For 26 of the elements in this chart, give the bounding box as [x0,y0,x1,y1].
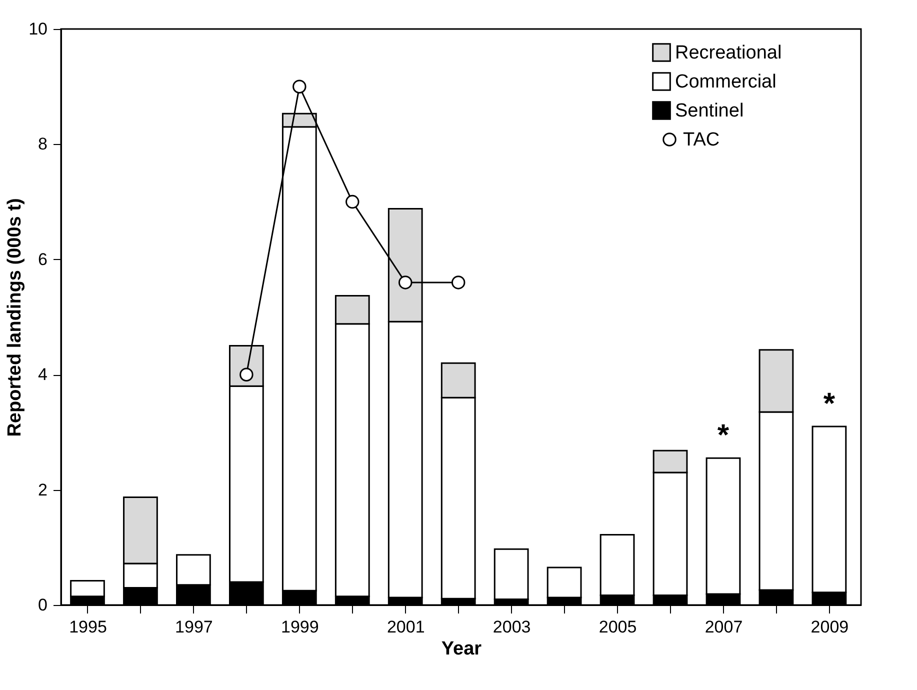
x-tick-label: 2001 [386,618,425,636]
x-tick-label: 2007 [704,618,743,636]
point [292,80,306,94]
point [346,194,360,209]
x-axis-title: Year [441,638,482,660]
x-tick-label: 1999 [280,618,319,636]
y-axis-title: Reported landings (000s t) [4,198,26,437]
point [240,368,254,382]
x-tick-label: 2009 [810,618,849,636]
y-tick-label: 0 [38,596,48,614]
y-tick-label: 2 [38,480,48,500]
point [398,276,412,290]
x-tick-label: 2003 [492,618,531,636]
legend-label: Recreational [675,42,782,64]
y-tick-label: 10 [28,20,48,38]
legend-label: TAC [683,130,720,150]
annotation: * [823,387,836,420]
annotation: * [717,419,730,452]
y-tick-label: 6 [38,250,48,269]
x-tick-label: 1997 [175,618,213,636]
legend-label: Sentinel [675,100,744,122]
legend-label: Commercial [675,72,776,92]
y-tick-label: 4 [38,365,48,384]
x-tick-label: 2005 [598,618,637,636]
y-tick-label: 8 [38,134,48,154]
x-tick-label: 1995 [69,618,107,636]
